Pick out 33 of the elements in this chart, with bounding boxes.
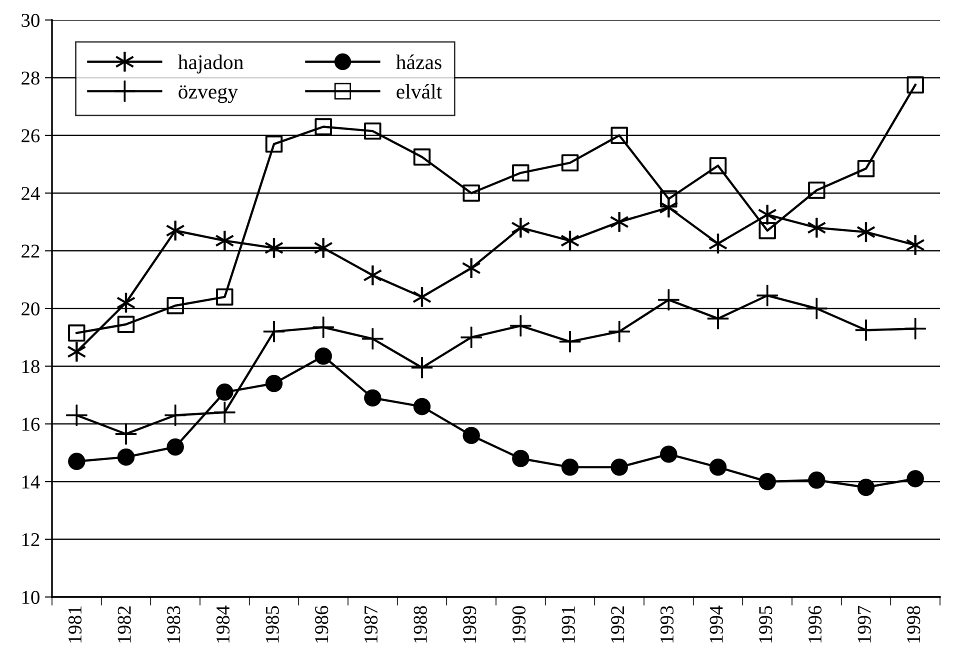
x-tick-label: 1986 bbox=[315, 606, 328, 643]
legend-label: hajadon bbox=[178, 54, 244, 74]
x-tick-label: 1992 bbox=[611, 606, 624, 643]
y-tick-label: 22 bbox=[22, 244, 40, 258]
x-tick-label: 1997 bbox=[858, 606, 871, 643]
x-tick-label: 1987 bbox=[364, 606, 378, 643]
y-tick-label: 16 bbox=[22, 418, 40, 431]
legend-label: házas bbox=[396, 54, 442, 70]
legend-label: elvált bbox=[396, 84, 442, 99]
x-tick-label: 1984 bbox=[216, 606, 230, 643]
y-tick-label: 24 bbox=[22, 186, 40, 200]
x-tick-label: 1993 bbox=[660, 606, 674, 643]
y-tick-label: 10 bbox=[22, 590, 40, 604]
x-tick-label: 1995 bbox=[759, 606, 772, 643]
x-tick-label: 1985 bbox=[266, 606, 279, 643]
x-tick-label: 1983 bbox=[167, 606, 180, 643]
x-tick-label: 1981 bbox=[68, 606, 82, 643]
y-tick-label: 26 bbox=[22, 129, 40, 142]
x-tick-label: 1982 bbox=[118, 606, 131, 643]
legend-label: özvegy bbox=[178, 85, 238, 103]
x-tick-label: 1988 bbox=[414, 606, 427, 643]
x-tick-label: 1991 bbox=[562, 606, 575, 643]
y-tick-label: 20 bbox=[22, 302, 40, 316]
y-tick-label: 14 bbox=[22, 476, 40, 488]
x-tick-label: 1989 bbox=[463, 606, 476, 643]
y-tick-label: 12 bbox=[22, 533, 40, 546]
x-tick-label: 1994 bbox=[710, 606, 723, 643]
y-tick-label: 30 bbox=[22, 14, 40, 27]
x-tick-label: 1990 bbox=[512, 606, 526, 643]
x-tick-label: 1996 bbox=[808, 606, 822, 643]
y-tick-label: 28 bbox=[22, 72, 40, 85]
y-tick-label: 18 bbox=[22, 360, 40, 374]
x-tick-label: 1998 bbox=[907, 606, 920, 643]
